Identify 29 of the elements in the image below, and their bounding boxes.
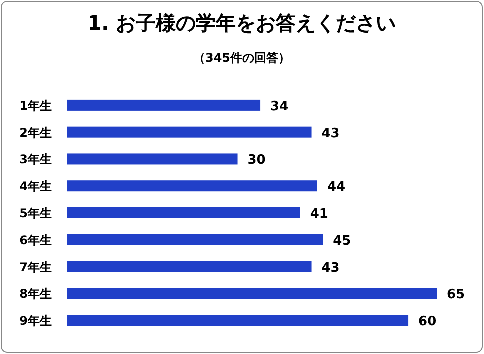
bar <box>67 180 318 192</box>
y-tick-label: 1年生 <box>20 98 52 113</box>
y-tick-label: 9年生 <box>20 314 52 328</box>
bar <box>67 261 312 272</box>
data-label: 65 <box>447 288 466 303</box>
data-label: 34 <box>270 99 289 114</box>
bar <box>67 154 238 165</box>
chart-subtitle: （345件の回答） <box>193 51 291 65</box>
bar <box>67 234 324 246</box>
bar <box>67 288 437 300</box>
data-label: 60 <box>418 314 437 330</box>
y-tick-label: 6年生 <box>20 233 52 248</box>
y-tick-label: 8年生 <box>20 287 52 302</box>
data-label: 45 <box>333 234 352 249</box>
y-tick-label: 4年生 <box>20 180 52 194</box>
bar <box>67 126 312 138</box>
bar <box>67 100 261 111</box>
bar <box>67 315 409 326</box>
data-label: 43 <box>322 126 340 142</box>
data-label: 30 <box>248 153 266 168</box>
y-tick-label: 5年生 <box>20 206 52 220</box>
data-label: 44 <box>327 180 346 196</box>
data-label: 41 <box>310 207 328 222</box>
chart-title: 1. お子様の学年をお答えください <box>88 11 396 35</box>
data-label: 43 <box>322 260 340 276</box>
y-tick-label: 7年生 <box>20 260 52 274</box>
bar <box>67 208 300 218</box>
y-tick-label: 3年生 <box>20 152 52 167</box>
y-tick-label: 2年生 <box>20 126 52 140</box>
